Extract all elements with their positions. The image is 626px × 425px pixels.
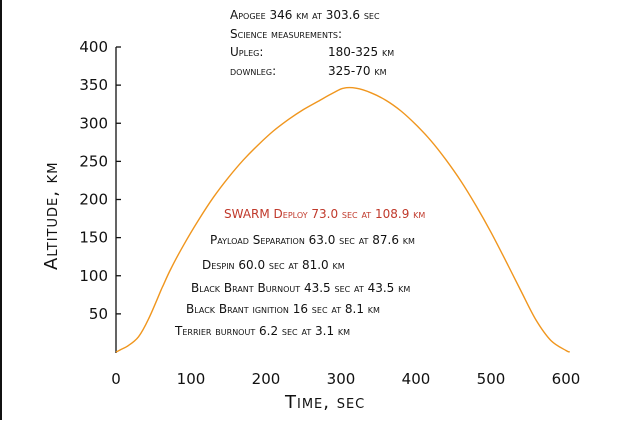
x-tick-label: 0 <box>111 370 121 388</box>
x-tick-label: 100 <box>177 370 206 388</box>
y-axis-title: Altitude, km <box>41 162 62 270</box>
event-label: Payload Separation 63.0 sec at 87.6 km <box>210 233 415 247</box>
x-tick-label: 400 <box>402 370 431 388</box>
event-annotations: SWARM Deploy 73.0 sec at 108.9 km Payloa… <box>174 207 425 338</box>
series-layer <box>115 86 571 353</box>
tick-labels: 50 100 150 200 250 300 350 400 0 100 200 300 400 500 6… <box>79 38 580 388</box>
y-tick-label: 100 <box>79 267 108 285</box>
x-tick-label: 200 <box>252 370 281 388</box>
y-tick-label: 400 <box>79 38 108 56</box>
event-label: Black Brant Burnout 43.5 sec at 43.5 km <box>191 281 410 295</box>
x-tick-label: 500 <box>477 370 506 388</box>
downleg-value: 325-70 km <box>328 64 387 78</box>
y-tick-label: 300 <box>79 114 108 132</box>
event-label: Black Brant ignition 16 sec at 8.1 km <box>186 302 380 316</box>
x-tick-label: 600 <box>552 370 581 388</box>
y-tick-label: 200 <box>79 191 108 209</box>
downleg-label: downleg: <box>230 64 276 78</box>
altitude-series-line <box>115 86 571 353</box>
science-measurements-line: Science measurements: <box>230 27 342 41</box>
upleg-label: Upleg: <box>230 45 263 59</box>
event-label: SWARM Deploy 73.0 sec at 108.9 km <box>224 207 425 221</box>
y-tick-label: 150 <box>79 229 108 247</box>
y-tick-label: 350 <box>79 76 108 94</box>
apogee-line: Apogee 346 km at 303.6 sec <box>230 8 380 22</box>
x-axis-title: Time, sec <box>284 392 365 413</box>
upleg-value: 180-325 km <box>328 45 394 59</box>
axes <box>115 46 121 353</box>
event-label: Terrier burnout 6.2 sec at 3.1 km <box>174 324 350 338</box>
y-tick-label: 250 <box>79 152 108 170</box>
event-label: Despin 60.0 sec at 81.0 km <box>202 258 345 272</box>
left-border <box>0 0 2 420</box>
x-tick-label: 300 <box>327 370 356 388</box>
y-tick-label: 50 <box>89 305 108 323</box>
apogee-summary: Apogee 346 km at 303.6 sec Science measu… <box>230 8 394 78</box>
